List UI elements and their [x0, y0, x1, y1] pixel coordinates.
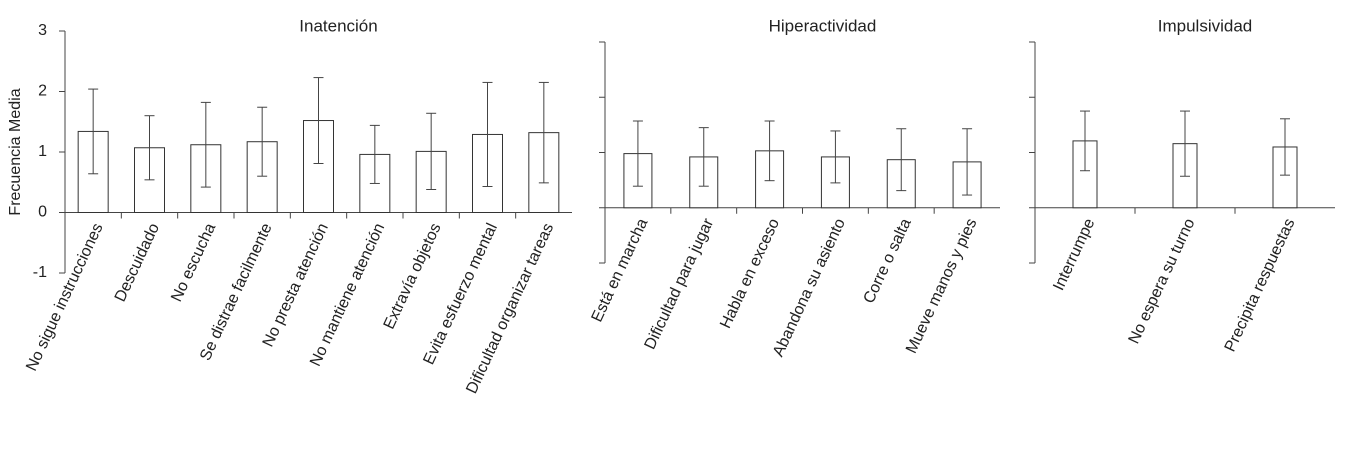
y-tick-label: 0 [38, 204, 47, 221]
y-tick-label: 2 [38, 83, 47, 100]
x-tick-label: Mueve manos y pies [903, 216, 980, 356]
chart-title: Inatención [299, 16, 377, 35]
y-axis-label: Frecuencia Media [7, 88, 24, 215]
x-tick-label: Abandona su asiento [770, 216, 849, 360]
x-tick-label: Está en marcha [589, 216, 652, 325]
x-tick-label: Precipita respuestas [1222, 216, 1299, 355]
x-tick-label: Habla en exceso [717, 216, 783, 331]
y-tick-label: -1 [33, 264, 47, 281]
x-tick-label: No espera su turno [1126, 216, 1199, 347]
x-tick-label: No escucha [168, 221, 219, 305]
x-tick-label: Extravía objetos [381, 221, 445, 332]
chart-title: Impulsividad [1158, 16, 1253, 35]
x-tick-label: Dificultad para jugar [642, 215, 718, 352]
x-tick-label: Corre o salta [861, 216, 915, 306]
chart-title: Hiperactividad [769, 16, 877, 35]
y-tick-label: 1 [38, 143, 47, 160]
x-tick-label: Descuidado [112, 221, 163, 305]
x-tick-label: Interrumpe [1050, 216, 1098, 293]
y-tick-label: 3 [38, 22, 47, 39]
